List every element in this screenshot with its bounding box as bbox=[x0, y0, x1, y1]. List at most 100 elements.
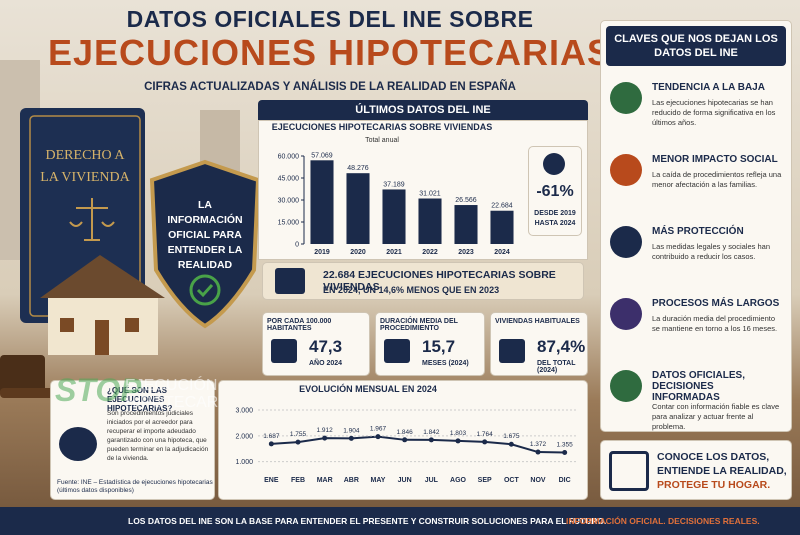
point bbox=[268, 441, 274, 447]
value-label: 1.687 bbox=[263, 433, 280, 440]
line-chart: EVOLUCIÓN MENSUAL EN 2024 1.000 2.000 3.000… bbox=[235, 383, 578, 484]
value-label: 1.842 bbox=[423, 429, 440, 436]
chart-title: EJECUCIONES HIPOTECARIAS SOBRE VIVIENDAS bbox=[272, 122, 493, 132]
point bbox=[428, 437, 434, 443]
value-label: 1.904 bbox=[343, 427, 360, 434]
key-icon bbox=[610, 226, 642, 258]
title-top: DATOS OFICIALES DEL INE SOBRE bbox=[126, 6, 534, 32]
x-tick-label: AGO bbox=[450, 477, 467, 484]
definition-box: ¿QUÉ SON LAS EJECUCIONES HIPOTECARIAS? S… bbox=[50, 380, 215, 500]
house-icon bbox=[275, 268, 305, 294]
summary-box: 22.684 EJECUCIONES HIPOTECARIAS SOBRE VI… bbox=[262, 262, 584, 300]
x-tick-label: 2021 bbox=[386, 249, 402, 256]
key-item: DATOS OFICIALES, DECISIONES INFORMADAS Co… bbox=[604, 362, 788, 434]
value-label: 1.912 bbox=[317, 427, 334, 434]
value-label: 1.355 bbox=[557, 441, 574, 448]
value-label: 1.803 bbox=[450, 430, 467, 437]
y-tick-label: 2.000 bbox=[235, 433, 253, 440]
watermark-stop: STOP bbox=[55, 372, 142, 408]
value-label: 1.675 bbox=[503, 433, 520, 440]
value-label: 48.276 bbox=[347, 165, 369, 172]
y-tick-label: 15.000 bbox=[278, 220, 300, 227]
point bbox=[562, 449, 568, 455]
check bbox=[196, 283, 214, 298]
bar bbox=[454, 205, 478, 244]
point bbox=[375, 434, 381, 440]
x-tick-label: 2023 bbox=[458, 249, 474, 256]
key-title: PROCESOS MÁS LARGOS bbox=[652, 298, 780, 309]
x-tick-label: ABR bbox=[344, 477, 359, 484]
source: Fuente: INE – Estadística de ejecuciones… bbox=[57, 479, 213, 494]
scales-icon bbox=[69, 198, 115, 241]
point bbox=[295, 439, 301, 445]
point bbox=[455, 438, 461, 444]
change-box: -61% DESDE 2019 HASTA 2024 bbox=[528, 146, 582, 236]
value-label: 31.021 bbox=[419, 191, 441, 198]
cta-line1: CONOCE LOS DATOS, bbox=[657, 451, 770, 463]
sidebar-title: CLAVES QUE NOS DEJAN LOS DATOS DEL INE bbox=[606, 26, 786, 66]
key-item: MENOR IMPACTO SOCIAL La caída de procedim… bbox=[604, 146, 788, 218]
change-note: DESDE 2019 HASTA 2024 bbox=[534, 210, 576, 227]
stat-value: 15,7 bbox=[422, 337, 456, 356]
cta-line3: PROTEGE TU HOGAR. bbox=[657, 479, 771, 491]
value-label: 1.846 bbox=[397, 429, 414, 436]
point bbox=[508, 441, 514, 447]
x-tick-label: JUL bbox=[425, 477, 439, 484]
watermark-text: EJECUCIÓN HIPOTECARIA bbox=[125, 377, 234, 411]
key-title: MENOR IMPACTO SOCIAL bbox=[652, 154, 778, 165]
book-title: DERECHO A LA VIVIENDA bbox=[40, 148, 130, 185]
value-label: 1.967 bbox=[370, 426, 387, 433]
key-title: MÁS PROTECCIÓN bbox=[652, 226, 744, 237]
bar bbox=[310, 160, 334, 244]
title-main: EJECUCIONES HIPOTECARIAS bbox=[47, 32, 613, 73]
key-text: Las medidas legales y sociales han contr… bbox=[652, 242, 770, 261]
stat-value: 47,3 bbox=[309, 337, 343, 356]
x-tick-label: ENE bbox=[264, 477, 279, 484]
chart-subtitle: Total anual bbox=[365, 137, 399, 144]
stat-label: VIVIENDAS HABITUALES bbox=[495, 318, 580, 325]
stat-icon bbox=[384, 339, 410, 363]
definition-text: Son procedimientos judiciales iniciados … bbox=[107, 410, 209, 462]
value-label: 37.189 bbox=[383, 181, 405, 188]
doc-icon bbox=[59, 427, 97, 461]
stat-note: MESES (2024) bbox=[422, 360, 469, 367]
key-icon bbox=[610, 298, 642, 330]
key-item: MÁS PROTECCIÓN Las medidas legales y soci… bbox=[604, 218, 788, 290]
point bbox=[348, 435, 354, 441]
bar-chart: EJECUCIONES HIPOTECARIAS SOBRE VIVIENDAS… bbox=[272, 122, 514, 256]
stat-card: POR CADA 100.000 HABITANTES 47,3 AÑO 202… bbox=[262, 312, 370, 376]
footer-text: LOS DATOS DEL INE SON LA BASE PARA ENTEN… bbox=[128, 516, 607, 526]
latest-heading: ÚLTIMOS DATOS DEL INE bbox=[258, 100, 588, 120]
x-tick-label: DIC bbox=[559, 477, 571, 484]
cta-line2: ENTIENDE LA REALIDAD, bbox=[657, 465, 787, 477]
check-circle bbox=[189, 274, 221, 306]
x-tick-label: MAR bbox=[317, 477, 333, 484]
value-label: 1.372 bbox=[530, 441, 547, 448]
family-icon bbox=[609, 451, 649, 491]
y-tick-label: 1.000 bbox=[235, 459, 253, 466]
key-text: La caída de procedimientos refleja una m… bbox=[652, 170, 782, 189]
footer-tagline: INFORMACIÓN OFICIAL. DECISIONES REALES. bbox=[566, 516, 760, 526]
key-text: Las ejecuciones hipotecarias se han redu… bbox=[652, 98, 776, 127]
stat-card: VIVIENDAS HABITUALES 87,4% DEL TOTAL (20… bbox=[490, 312, 588, 376]
bar bbox=[490, 210, 514, 244]
line bbox=[271, 435, 565, 454]
door bbox=[95, 320, 109, 355]
value-label: 57.069 bbox=[311, 152, 333, 159]
stat-note: AÑO 2024 bbox=[309, 360, 343, 367]
x-tick-label: SEP bbox=[478, 477, 492, 484]
stat-label: DURACIÓN MEDIA DEL PROCEDIMIENTO bbox=[380, 318, 458, 332]
x-tick-label: NOV bbox=[530, 477, 546, 484]
shield-text: LA INFORMACIÓN OFICIAL PARA ENTENDER LA … bbox=[167, 199, 243, 271]
key-icon bbox=[610, 82, 642, 114]
summary-line2: EN 2024, UN 14,6% MENOS QUE EN 2023 bbox=[323, 285, 500, 295]
stat-label: POR CADA 100.000 HABITANTES bbox=[267, 318, 332, 332]
bar bbox=[418, 198, 442, 244]
bar bbox=[346, 173, 370, 244]
x-tick-label: 2020 bbox=[350, 249, 366, 256]
value-label: 1.764 bbox=[477, 431, 494, 438]
stat-icon bbox=[271, 339, 297, 363]
x-tick-label: JUN bbox=[398, 477, 412, 484]
